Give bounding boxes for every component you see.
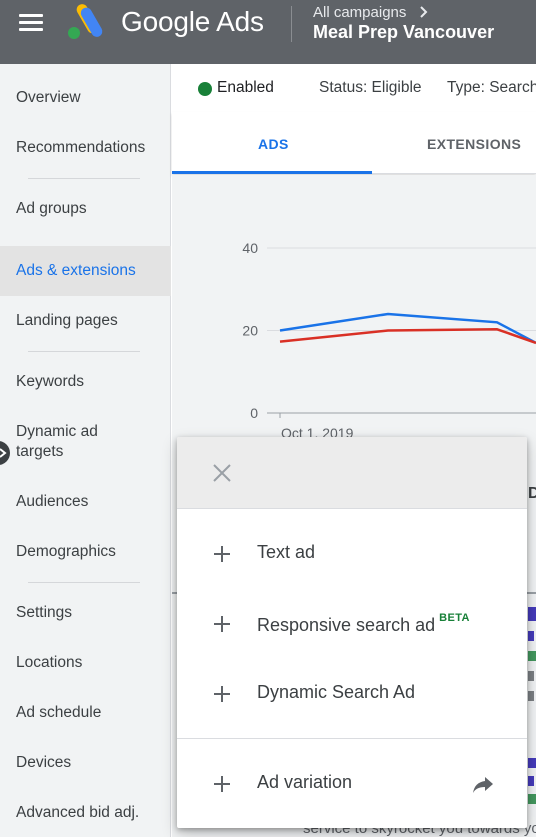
series-line-1 <box>279 312 536 345</box>
y-tick-label: 40 <box>242 240 258 256</box>
menu-item-dynamic-search-ad[interactable]: Dynamic Search Ad <box>177 664 527 724</box>
sidebar-item-recommendations[interactable]: Recommendations <box>16 139 146 156</box>
sidebar-nav: Overview Recommendations Ad groups Ads &… <box>0 64 171 837</box>
sidebar-item-landing-pages[interactable]: Landing pages <box>16 312 118 329</box>
sidebar-item-audiences[interactable]: Audiences <box>16 493 89 510</box>
sidebar-item-ad-groups[interactable]: Ad groups <box>16 200 87 217</box>
active-tab-indicator <box>172 171 372 174</box>
sidebar-item-devices[interactable]: Devices <box>16 754 72 771</box>
sidebar-item-dynamic-ad-targets[interactable]: Dynamic ad targets <box>16 423 98 460</box>
breadcrumb-parent[interactable]: All campaigns <box>313 4 407 21</box>
campaign-enabled-status[interactable]: Enabled <box>217 79 274 96</box>
sidebar-item-overview[interactable]: Overview <box>16 89 81 106</box>
campaign-type: Type: Search <box>447 79 536 96</box>
menu-item-ad-variation[interactable]: Ad variation <box>177 754 527 814</box>
ads-tabs: ADS EXTENSIONS <box>172 112 536 174</box>
menu-icon[interactable] <box>19 14 43 32</box>
menu-item-responsive-search-ad[interactable]: Responsive search ad BETA <box>177 594 527 654</box>
sidebar-item-advanced-bid-adj[interactable]: Advanced bid adj. <box>16 804 140 821</box>
breadcrumb-current[interactable]: Meal Prep Vancouver <box>313 22 495 42</box>
sidebar-divider <box>28 351 140 352</box>
menu-item-label-wrap: Responsive search ad BETA <box>257 612 470 636</box>
column-header-peek: D <box>528 485 536 502</box>
sidebar-divider <box>28 178 140 179</box>
sidebar-divider <box>28 582 140 583</box>
top-app-bar: Google Ads All campaigns Meal Prep Vanco… <box>0 0 536 64</box>
plus-icon <box>214 686 230 702</box>
sidebar-item-ads-extensions[interactable]: Ads & extensions <box>0 246 171 296</box>
share-arrow-icon[interactable] <box>471 775 495 795</box>
enabled-status-icon <box>198 82 212 96</box>
sidebar-item-demographics[interactable]: Demographics <box>16 543 116 560</box>
sidebar-item-settings[interactable]: Settings <box>16 604 73 621</box>
close-icon[interactable] <box>211 462 233 484</box>
tab-extensions[interactable]: EXTENSIONS <box>427 136 522 152</box>
campaign-status-bar: Enabled Status: Eligible Type: Search <box>172 64 536 112</box>
plus-icon <box>214 616 230 632</box>
sidebar-item-ad-schedule[interactable]: Ad schedule <box>16 704 102 721</box>
menu-header <box>177 437 527 509</box>
menu-item-label: Responsive search ad <box>257 615 436 635</box>
header-divider <box>291 6 292 42</box>
ad-preview-peek-2 <box>528 758 536 808</box>
google-ads-logo <box>68 4 103 39</box>
app-name: Google Ads <box>121 6 264 37</box>
menu-item-label: Text ad <box>257 542 316 562</box>
sidebar-item-locations[interactable]: Locations <box>16 654 83 671</box>
menu-item-label: Dynamic Search Ad <box>257 682 416 702</box>
menu-item-text-ad[interactable]: Text ad <box>177 524 527 584</box>
sidebar-item-keywords[interactable]: Keywords <box>16 373 85 390</box>
beta-badge: BETA <box>439 612 470 624</box>
collapse-sidebar-button[interactable] <box>0 441 10 465</box>
plus-icon <box>214 776 230 792</box>
add-ad-menu: Text ad Responsive search ad BETA Dynamic… <box>177 437 527 828</box>
chevron-right-icon <box>0 448 7 458</box>
menu-divider <box>177 738 527 739</box>
plus-icon <box>214 546 230 562</box>
y-tick-label: 0 <box>250 405 258 421</box>
series-line-2 <box>279 328 536 345</box>
y-tick-label: 20 <box>242 323 258 339</box>
menu-item-label: Ad variation <box>257 772 353 792</box>
campaign-eligibility: Status: Eligible <box>319 79 422 96</box>
chevron-right-icon <box>420 6 428 18</box>
ad-preview-peek <box>528 605 536 715</box>
tab-ads[interactable]: ADS <box>258 136 289 152</box>
